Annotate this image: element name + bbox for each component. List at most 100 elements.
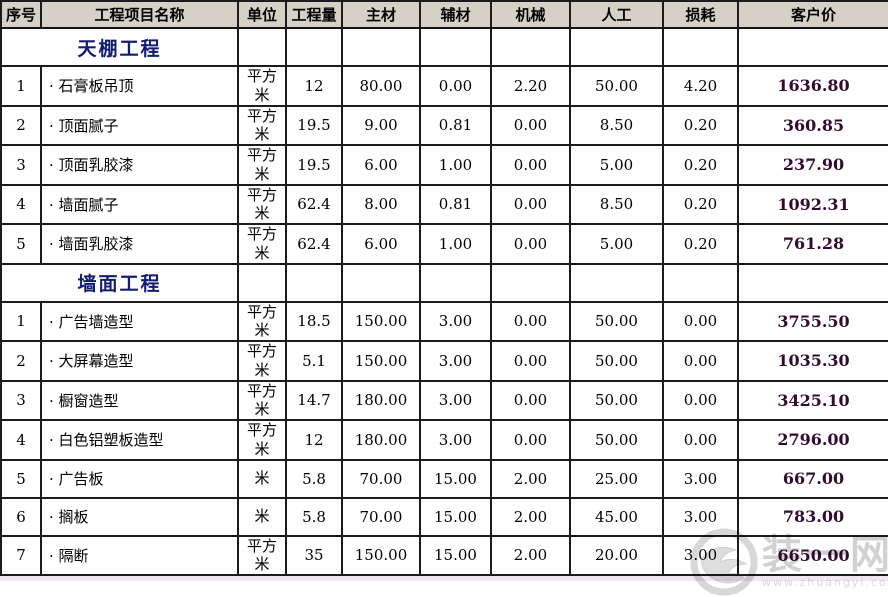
row-aux-material: 3.00: [419, 300, 492, 342]
row-customer-price: 1035.30: [737, 340, 888, 382]
row-no: 2: [0, 340, 42, 382]
table-row: 1 · 石膏板吊顶 平方米 12 80.00 0.00 2.20 50.00 4…: [0, 65, 888, 107]
row-main-material: 80.00: [341, 65, 421, 107]
row-customer-price: 3755.50: [737, 300, 888, 342]
row-unit: 平方米: [237, 65, 287, 107]
row-labor: 5.00: [569, 144, 664, 186]
table-row: 6 · 搁板 米 5.8 70.00 15.00 2.00 45.00 3.00…: [0, 496, 888, 537]
empty-cell: [237, 27, 287, 67]
row-no: 4: [0, 183, 42, 225]
row-quantity: 12: [285, 419, 343, 461]
section-title: 天棚工程: [0, 27, 239, 67]
table-row: 3 · 橱窗造型 平方米 14.7 180.00 3.00 0.00 50.00…: [0, 379, 888, 421]
row-quantity: 18.5: [285, 300, 343, 342]
row-main-material: 9.00: [341, 104, 421, 146]
row-main-material: 150.00: [341, 300, 421, 342]
row-labor: 5.00: [569, 223, 664, 265]
row-aux-material: 0.81: [419, 104, 492, 146]
row-item-name: · 白色铝塑板造型: [40, 419, 239, 461]
row-no: 1: [0, 65, 42, 107]
row-loss: 3.00: [662, 496, 739, 537]
row-labor: 50.00: [569, 379, 664, 421]
empty-cell: [285, 262, 343, 303]
table-row: 7 · 隔断 平方米 35 150.00 15.00 2.00 20.00 3.…: [0, 534, 888, 576]
row-main-material: 180.00: [341, 419, 421, 461]
col-header-customer-price: 客户价: [737, 0, 888, 29]
row-quantity: 35: [285, 534, 343, 576]
row-loss: 0.00: [662, 379, 739, 421]
section-row: 天棚工程: [0, 27, 888, 67]
row-machinery: 0.00: [490, 300, 571, 342]
col-header-aux-material: 辅材: [419, 0, 492, 29]
empty-cell: [237, 262, 287, 303]
row-loss: 3.00: [662, 534, 739, 576]
row-no: 3: [0, 379, 42, 421]
row-unit: 米: [237, 496, 287, 537]
row-unit: 平方米: [237, 183, 287, 225]
row-aux-material: 0.81: [419, 183, 492, 225]
row-aux-material: 3.00: [419, 340, 492, 382]
row-loss: 4.20: [662, 65, 739, 107]
empty-cell: [419, 27, 492, 67]
row-machinery: 0.00: [490, 379, 571, 421]
row-main-material: 6.00: [341, 144, 421, 186]
row-quantity: 12: [285, 65, 343, 107]
row-main-material: 8.00: [341, 183, 421, 225]
row-loss: 0.20: [662, 223, 739, 265]
section-title: 墙面工程: [0, 262, 239, 303]
row-item-name: · 顶面乳胶漆: [40, 144, 239, 186]
table-row: 5 · 墙面乳胶漆 平方米 62.4 6.00 1.00 0.00 5.00 0…: [0, 223, 888, 265]
row-machinery: 0.00: [490, 419, 571, 461]
row-customer-price: 237.90: [737, 144, 888, 186]
row-aux-material: 15.00: [419, 496, 492, 537]
row-item-name: · 橱窗造型: [40, 379, 239, 421]
row-quantity: 14.7: [285, 379, 343, 421]
row-no: 3: [0, 144, 42, 186]
col-header-quantity: 工程量: [285, 0, 343, 29]
empty-cell: [662, 262, 739, 303]
row-labor: 25.00: [569, 458, 664, 499]
table-row: 4 · 白色铝塑板造型 平方米 12 180.00 3.00 0.00 50.0…: [0, 419, 888, 461]
row-labor: 8.50: [569, 104, 664, 146]
row-aux-material: 1.00: [419, 223, 492, 265]
row-item-name: · 搁板: [40, 496, 239, 537]
section-row: 墙面工程: [0, 262, 888, 303]
col-header-labor: 人工: [569, 0, 664, 29]
table-row: 5 · 广告板 米 5.8 70.00 15.00 2.00 25.00 3.0…: [0, 458, 888, 499]
table-row: 4 · 墙面腻子 平方米 62.4 8.00 0.81 0.00 8.50 0.…: [0, 183, 888, 225]
row-customer-price: 1636.80: [737, 65, 888, 107]
row-labor: 50.00: [569, 65, 664, 107]
row-unit: 平方米: [237, 104, 287, 146]
row-aux-material: 3.00: [419, 379, 492, 421]
row-customer-price: 1092.31: [737, 183, 888, 225]
row-customer-price: 3425.10: [737, 379, 888, 421]
row-main-material: 150.00: [341, 534, 421, 576]
row-unit: 平方米: [237, 144, 287, 186]
row-customer-price: 761.28: [737, 223, 888, 265]
row-customer-price: 360.85: [737, 104, 888, 146]
row-item-name: · 隔断: [40, 534, 239, 576]
table-row: 1 · 广告墙造型 平方米 18.5 150.00 3.00 0.00 50.0…: [0, 300, 888, 342]
row-loss: 0.00: [662, 300, 739, 342]
row-unit: 平方米: [237, 340, 287, 382]
row-item-name: · 顶面腻子: [40, 104, 239, 146]
row-loss: 0.20: [662, 144, 739, 186]
row-labor: 45.00: [569, 496, 664, 537]
row-customer-price: 667.00: [737, 458, 888, 499]
table-row: 3 · 顶面乳胶漆 平方米 19.5 6.00 1.00 0.00 5.00 0…: [0, 144, 888, 186]
row-item-name: · 石膏板吊顶: [40, 65, 239, 107]
row-labor: 20.00: [569, 534, 664, 576]
row-no: 6: [0, 496, 42, 537]
row-machinery: 0.00: [490, 144, 571, 186]
row-no: 7: [0, 534, 42, 576]
row-item-name: · 墙面腻子: [40, 183, 239, 225]
empty-cell: [569, 262, 664, 303]
row-unit: 平方米: [237, 223, 287, 265]
col-header-loss: 损耗: [662, 0, 739, 29]
row-aux-material: 3.00: [419, 419, 492, 461]
table-row: 2 · 顶面腻子 平方米 19.5 9.00 0.81 0.00 8.50 0.…: [0, 104, 888, 146]
empty-cell: [737, 262, 888, 303]
col-header-unit: 单位: [237, 0, 287, 29]
col-header-main-material: 主材: [341, 0, 421, 29]
row-aux-material: 1.00: [419, 144, 492, 186]
